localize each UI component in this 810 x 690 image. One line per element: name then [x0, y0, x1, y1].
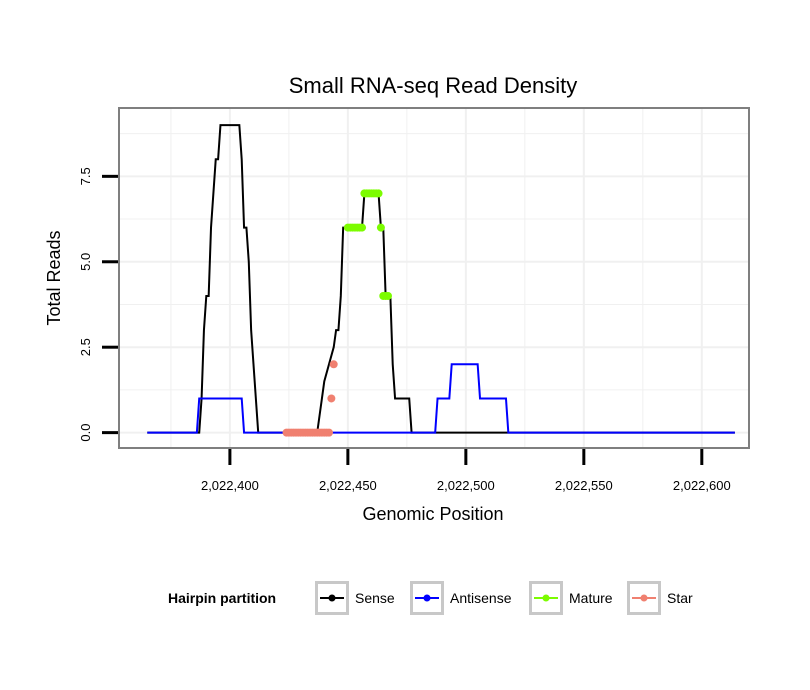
- legend-entry-star: Star: [627, 581, 693, 615]
- y-axis-title: Total Reads: [44, 230, 64, 325]
- series-mature-point: [358, 223, 367, 232]
- series-star-point: [325, 428, 333, 437]
- x-tick-label: 2,022,400: [201, 478, 259, 493]
- x-tick-label: 2,022,500: [437, 478, 495, 493]
- legend-label-star: Star: [667, 590, 693, 606]
- x-tick-label: 2,022,600: [673, 478, 731, 493]
- series-mature-point: [374, 189, 383, 198]
- series-mature-point: [376, 223, 385, 232]
- y-tick-label: 2.5: [78, 338, 93, 356]
- series-sense-line: [147, 124, 735, 434]
- legend-key-point: [640, 594, 648, 602]
- legend-key-point: [542, 594, 550, 602]
- panel-background: [119, 108, 749, 448]
- legend-entry-mature: Mature: [529, 581, 613, 615]
- y-tick-label: 5.0: [78, 253, 93, 271]
- legend-label-antisense: Antisense: [450, 590, 512, 606]
- series-antisense-line: [147, 363, 735, 434]
- series-star-points: [282, 360, 338, 437]
- grid-lines: [119, 108, 749, 448]
- series-mature-point: [383, 291, 392, 300]
- legend-entry-antisense: Antisense: [410, 581, 512, 615]
- series-star-point: [327, 394, 336, 403]
- plot-panel: [119, 108, 749, 448]
- legend-key-point: [423, 594, 431, 602]
- y-tick-label: 7.5: [78, 167, 93, 185]
- panel-border: [118, 107, 750, 449]
- x-tick-label: 2,022,450: [319, 478, 377, 493]
- series-star-point: [329, 360, 338, 369]
- x-tick-label: 2,022,550: [555, 478, 613, 493]
- series-mature-points: [343, 189, 392, 300]
- x-axis-title: Genomic Position: [362, 504, 503, 524]
- y-tick-label: 0.0: [78, 424, 93, 442]
- x-axis: 2,022,400 2,022,450 2,022,500 2,022,550 2,02…: [201, 449, 731, 493]
- legend-entry-sense: Sense: [315, 581, 395, 615]
- legend-label-sense: Sense: [355, 590, 395, 606]
- legend-title: Hairpin partition: [168, 590, 276, 606]
- data-series: [147, 124, 735, 437]
- legend-key-point: [328, 594, 336, 602]
- legend: Hairpin partition Sense Antisense Mature St…: [168, 581, 693, 615]
- chart-title: Small RNA-seq Read Density: [289, 73, 578, 98]
- y-axis: 0.0 2.5 5.0 7.5: [78, 167, 118, 442]
- legend-label-mature: Mature: [569, 590, 613, 606]
